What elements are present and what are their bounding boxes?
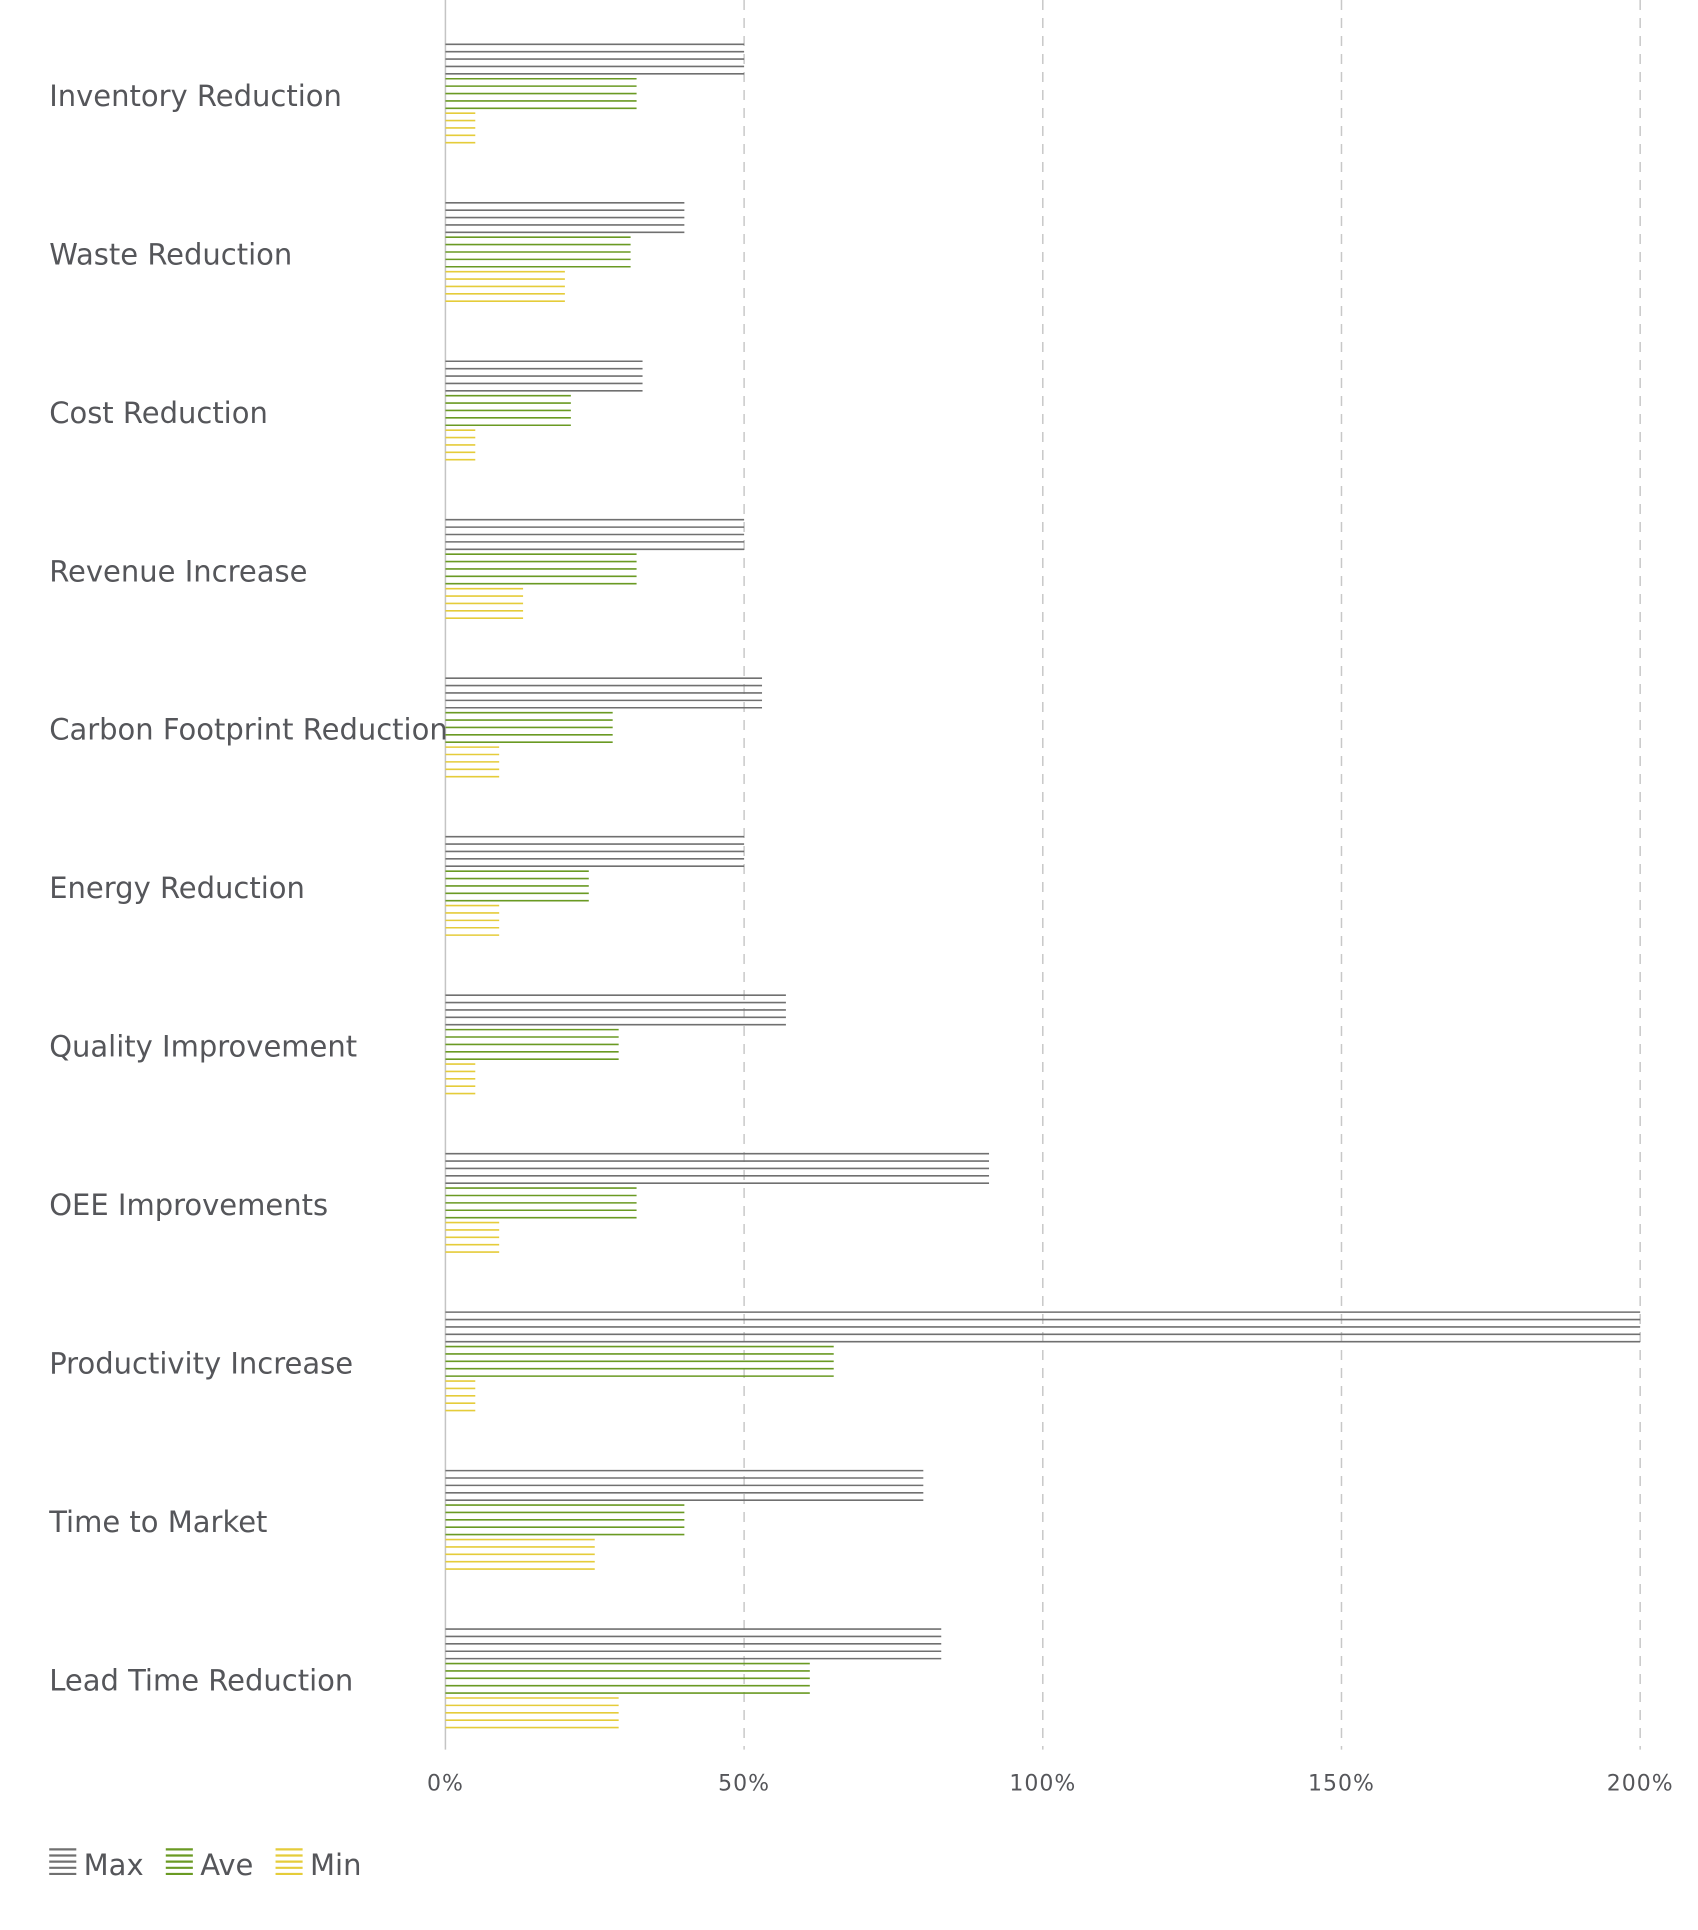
bar-max-carbon-footprint-reduction (445, 677, 763, 709)
bar-min-energy-reduction (445, 904, 500, 936)
bar-min-oee-improvements (445, 1221, 500, 1253)
bar-max-quality-improvement (445, 994, 786, 1026)
legend-item-max: Max (49, 1848, 144, 1882)
bar-min-cost-reduction (445, 429, 476, 461)
category-label: Cost Reduction (49, 396, 268, 430)
category-label: Lead Time Reduction (49, 1664, 353, 1698)
legend: Max Ave Min (49, 1848, 361, 1882)
bar-max-energy-reduction (445, 835, 745, 868)
bar-ave-carbon-footprint-reduction (445, 711, 613, 743)
category-label: Inventory Reduction (49, 79, 342, 113)
grid-lines (444, 0, 1641, 1750)
legend-item-ave: Ave (165, 1848, 253, 1882)
category-label: Quality Improvement (49, 1030, 357, 1064)
x-tick-label: 0% (427, 1771, 464, 1796)
x-tick-label: 200% (1607, 1771, 1674, 1796)
category-label: Productivity Increase (49, 1347, 353, 1381)
bar-min-quality-improvement (445, 1063, 476, 1095)
bar-ave-waste-reduction (445, 236, 631, 268)
legend-swatch-icon (165, 1848, 193, 1876)
legend-label: Ave (200, 1848, 253, 1882)
x-tick-label: 150% (1308, 1771, 1375, 1796)
category-label: OEE Improvements (49, 1188, 328, 1222)
bar-ave-oee-improvements (445, 1187, 637, 1219)
category-label: Time to Market (48, 1505, 267, 1539)
category-labels: Inventory Reduction Waste Reduction Cost R… (48, 79, 448, 1698)
x-tick-label: 50% (718, 1771, 770, 1796)
bar-max-oee-improvements (445, 1152, 990, 1184)
bar-min-revenue-increase (445, 587, 524, 619)
bars (445, 43, 1641, 1729)
legend-item-min: Min (275, 1848, 361, 1882)
bar-ave-productivity-increase (445, 1345, 834, 1377)
bar-min-waste-reduction (445, 270, 565, 303)
bar-ave-quality-improvement (445, 1028, 619, 1060)
category-label: Energy Reduction (49, 871, 305, 905)
bar-max-inventory-reduction (445, 43, 745, 75)
bar-min-lead-time-reduction (445, 1697, 619, 1729)
bar-max-cost-reduction (445, 360, 643, 392)
legend-swatch-icon (275, 1848, 303, 1876)
legend-label: Max (84, 1848, 144, 1882)
legend-swatch-icon (49, 1848, 77, 1876)
legend-label: Min (310, 1848, 361, 1882)
bar-ave-inventory-reduction (445, 77, 637, 110)
bar-min-productivity-increase (445, 1380, 476, 1412)
bar-max-revenue-increase (445, 518, 745, 551)
x-tick-label: 100% (1009, 1771, 1076, 1796)
bar-min-carbon-footprint-reduction (445, 746, 500, 778)
bar-ave-time-to-market (445, 1504, 685, 1536)
bar-max-lead-time-reduction (445, 1628, 942, 1660)
bar-max-waste-reduction (445, 201, 685, 234)
category-label: Carbon Footprint Reduction (49, 713, 448, 747)
bar-ave-energy-reduction (445, 870, 589, 902)
bar-ave-cost-reduction (445, 394, 571, 427)
category-label: Revenue Increase (49, 554, 307, 588)
bar-min-inventory-reduction (445, 112, 476, 144)
bar-max-time-to-market (445, 1469, 924, 1501)
bar-min-time-to-market (445, 1538, 595, 1570)
bar-ave-revenue-increase (445, 553, 637, 585)
category-label: Waste Reduction (49, 237, 292, 271)
bar-max-productivity-increase (445, 1311, 1641, 1343)
bar-ave-lead-time-reduction (445, 1662, 810, 1694)
x-tick-labels: 0% 50% 100% 150% 200% (427, 1771, 1674, 1796)
